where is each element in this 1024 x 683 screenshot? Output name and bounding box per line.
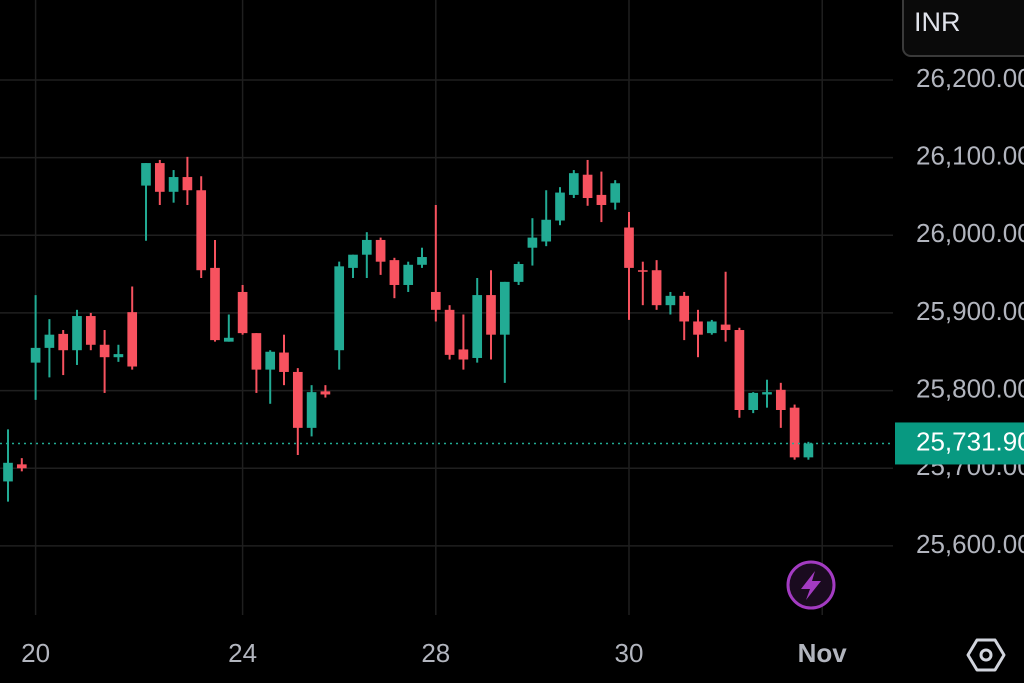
y-tick-label: 25,900.00 bbox=[916, 296, 1024, 326]
candle-body bbox=[113, 354, 124, 358]
candle-body bbox=[775, 389, 786, 410]
candle-body bbox=[486, 295, 496, 335]
candle-body bbox=[306, 392, 317, 428]
x-tick-label: 20 bbox=[21, 638, 50, 668]
y-tick-label: 25,600.00 bbox=[916, 529, 1024, 559]
candle-body bbox=[789, 407, 800, 458]
candle-body bbox=[182, 177, 193, 191]
candle-body bbox=[3, 462, 13, 482]
settings-dot[interactable] bbox=[979, 648, 993, 662]
candle-body bbox=[693, 321, 703, 335]
price-axis: 25,600.0025,700.0025,800.0025,900.0026,0… bbox=[21, 63, 1024, 668]
candle-body bbox=[541, 219, 552, 242]
x-tick-label: 24 bbox=[228, 638, 257, 668]
candle-body bbox=[555, 192, 565, 221]
candle-body bbox=[196, 190, 207, 271]
x-tick-label: 30 bbox=[615, 638, 644, 668]
candle-body bbox=[610, 183, 621, 203]
candle-body bbox=[334, 266, 345, 351]
candle-body bbox=[582, 174, 593, 199]
candle-body bbox=[458, 349, 469, 360]
candle-body bbox=[444, 309, 455, 355]
y-tick-label: 25,800.00 bbox=[916, 373, 1024, 403]
candle-body bbox=[513, 264, 524, 282]
candle-body bbox=[499, 281, 510, 335]
candle-body bbox=[762, 392, 772, 395]
candle-body bbox=[803, 443, 814, 458]
candle-body bbox=[251, 333, 262, 370]
price-tag bbox=[895, 422, 1024, 465]
candle-body bbox=[375, 239, 386, 262]
x-tick-label: Nov bbox=[798, 638, 848, 668]
candle-body bbox=[665, 295, 676, 306]
candle-body bbox=[596, 194, 607, 205]
price-tag-label: 25,731.90 bbox=[916, 426, 1024, 456]
candle-body bbox=[58, 333, 69, 351]
currency-label[interactable]: INR bbox=[914, 7, 961, 37]
candle-body bbox=[430, 291, 441, 310]
candle-body bbox=[127, 312, 138, 367]
candle-body bbox=[706, 321, 717, 334]
y-tick-label: 26,000.00 bbox=[916, 218, 1024, 248]
candle-body bbox=[223, 337, 234, 342]
candle-body bbox=[637, 270, 648, 272]
candle-body bbox=[237, 291, 248, 334]
candle-body bbox=[44, 334, 55, 348]
candle-body bbox=[320, 391, 331, 395]
candle-body bbox=[30, 347, 41, 363]
candles bbox=[0, 156, 893, 502]
x-tick-label: 28 bbox=[421, 638, 450, 668]
candle-body bbox=[210, 267, 220, 341]
candle-body bbox=[348, 254, 358, 268]
candle-body bbox=[141, 163, 151, 186]
candle-body bbox=[568, 173, 579, 195]
candle-body bbox=[720, 324, 731, 331]
candle-body bbox=[624, 227, 634, 268]
lightning-icon[interactable] bbox=[801, 571, 821, 600]
settings-hexagon[interactable] bbox=[966, 638, 1006, 672]
candle-body bbox=[279, 352, 289, 372]
candle-body bbox=[734, 330, 745, 410]
candle-body bbox=[265, 351, 276, 370]
candle-body bbox=[292, 371, 303, 428]
y-tick-label: 26,100.00 bbox=[916, 141, 1024, 171]
currency-button[interactable]: INR bbox=[902, 0, 1024, 57]
candle-body bbox=[651, 270, 662, 306]
candle-body bbox=[679, 295, 690, 322]
candle-body bbox=[99, 344, 110, 358]
candle-body bbox=[16, 464, 27, 469]
candle-body bbox=[748, 392, 759, 410]
candle-body bbox=[361, 239, 372, 255]
candle-body bbox=[168, 177, 179, 192]
candle-body bbox=[72, 316, 82, 351]
candle-body bbox=[85, 316, 96, 345]
settings-button[interactable] bbox=[966, 638, 1006, 672]
candle-body bbox=[154, 163, 165, 192]
grid bbox=[0, 0, 893, 615]
candle-body bbox=[389, 260, 400, 285]
candle-body bbox=[527, 237, 538, 248]
y-tick-label: 26,200.00 bbox=[916, 63, 1024, 93]
candle-body bbox=[472, 295, 483, 358]
currency-box[interactable] bbox=[902, 0, 1024, 57]
lightning-button[interactable] bbox=[786, 560, 836, 610]
candle-body bbox=[403, 264, 414, 285]
candle-body bbox=[417, 257, 427, 265]
